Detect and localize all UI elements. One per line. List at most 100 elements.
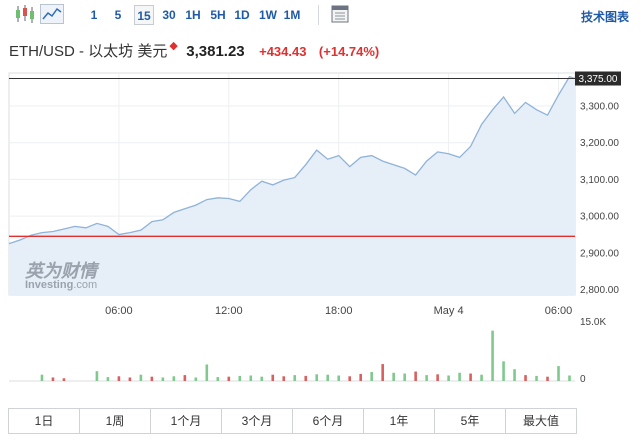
y-tick-label: 3,300.00 [580,102,619,113]
volume-max-label: 15.0K [580,317,606,328]
tech-chart-link[interactable]: 技术图表 [580,10,629,24]
x-tick-label: 06:00 [105,305,133,317]
volume-bar [128,377,132,381]
price-change: +434.43 [259,44,307,59]
period-button-1h[interactable]: 1H [185,8,201,22]
volume-bar [95,371,99,381]
range-button-5[interactable]: 1年 [364,409,435,433]
volume-bar [502,361,505,381]
range-button-2[interactable]: 1个月 [151,409,222,433]
watermark-logo: 英为财情 Investing.com [25,261,100,291]
y-tick-label: 3,100.00 [580,175,619,186]
volume-bar [315,374,319,381]
y-tick-label: 2,900.00 [580,248,619,259]
volume-bar [436,374,439,381]
volume-bar [326,374,330,381]
volume-bar [414,371,417,381]
watermark-suffix: .com [73,279,97,291]
volume-zero-label: 0 [580,374,586,385]
chart-toolbar: 1 5 15 30 1H 5H 1D 1W 1M 技术图表 [0,0,641,30]
range-selector: 1日 1周 1个月 3个月 6个月 1年 5年 最大值 [8,408,577,434]
volume-bar [546,376,549,381]
x-tick-label: 12:00 [215,305,243,317]
current-price-tag-bg [575,71,621,86]
volume-bar [271,374,275,381]
x-tick-label: May 4 [434,305,464,317]
period-button-1m[interactable]: 1M [283,8,301,22]
volume-bar [51,377,55,381]
period-button-30[interactable]: 30 [162,8,176,22]
volume-bar [282,376,286,381]
price-change-percent: (+14.74%) [318,44,380,59]
x-tick-label: 18:00 [325,305,353,317]
toolbar-divider [318,5,319,25]
volume-bar [491,330,494,381]
volume-bar [557,366,560,381]
range-button-3[interactable]: 3个月 [222,409,293,433]
range-button-6[interactable]: 5年 [435,409,506,433]
volume-bar [40,374,44,381]
volume-bar [348,376,351,381]
volume-bar [469,373,472,381]
current-price-tag-label: 3,375.00 [579,74,618,85]
period-button-1d[interactable]: 1D [234,8,250,22]
period-button-15[interactable]: 15 [134,5,154,25]
x-axis-ticks: 06:00 12:00 18:00 May 4 06:00 [105,305,572,317]
price-area [9,76,575,295]
volume-bar [172,376,176,381]
instrument-header: ETH/USD - 以太坊 美元 ◆ 3,381.23 +434.43 (+14.… [9,40,387,62]
volume-bar [524,375,527,381]
period-button-1w[interactable]: 1W [259,8,277,22]
volume-bar [381,364,384,381]
volume-bars [9,330,575,382]
volume-bar [183,375,187,381]
period-button-5h[interactable]: 5H [210,8,226,22]
volume-bar [117,376,121,381]
range-button-7[interactable]: 最大值 [506,409,576,433]
volume-bar [216,377,220,381]
volume-bar [260,376,264,381]
x-tick-label: 06:00 [545,305,573,317]
live-marker-icon: ◆ [169,40,178,52]
instrument-name: ETH/USD - 以太坊 美元 [9,43,168,60]
volume-bar [458,372,461,381]
volume-bar [425,375,428,381]
volume-bar [227,376,231,381]
period-button-1[interactable]: 1 [90,8,98,22]
y-axis-ticks: 2,800.00 2,900.00 3,000.00 3,100.00 3,200.00… [580,102,619,296]
area-chart-icon[interactable] [40,4,64,24]
range-button-4[interactable]: 6个月 [293,409,364,433]
volume-bar [205,364,209,381]
period-button-5[interactable]: 5 [114,8,122,22]
current-price-tag: 3,375.00 [575,71,621,86]
volume-bar [304,375,308,381]
y-tick-label: 3,200.00 [580,138,619,149]
volume-bar [106,377,110,381]
volume-bar [392,372,395,381]
volume-bar [359,373,362,381]
price-line [8,75,576,245]
last-price: 3,381.23 [186,43,245,60]
volume-bar [62,378,66,381]
volume-bar [568,375,571,381]
candlestick-icon[interactable] [14,4,36,24]
range-button-0[interactable]: 1日 [9,409,80,433]
calendar-icon[interactable] [331,4,349,24]
volume-bar [194,377,198,381]
volume-bar [370,371,373,381]
volume-bar [238,375,242,381]
y-tick-label: 3,000.00 [580,212,619,223]
price-chart[interactable]: 英为财情 Investing.com 3,375.00 2,800.00 2,90… [0,68,641,398]
volume-bar [535,375,538,381]
watermark-en-text: Investing [25,279,73,291]
volume-bar [161,377,165,381]
volume-bar [337,375,341,381]
range-button-1[interactable]: 1周 [80,409,151,433]
volume-bar [139,374,143,381]
watermark-cn: 英为财情 [25,261,100,281]
volume-bar [513,369,516,381]
volume-bar [480,374,483,381]
volume-bar [150,376,154,381]
volume-bar [249,375,253,381]
y-tick-label: 2,800.00 [580,285,619,296]
